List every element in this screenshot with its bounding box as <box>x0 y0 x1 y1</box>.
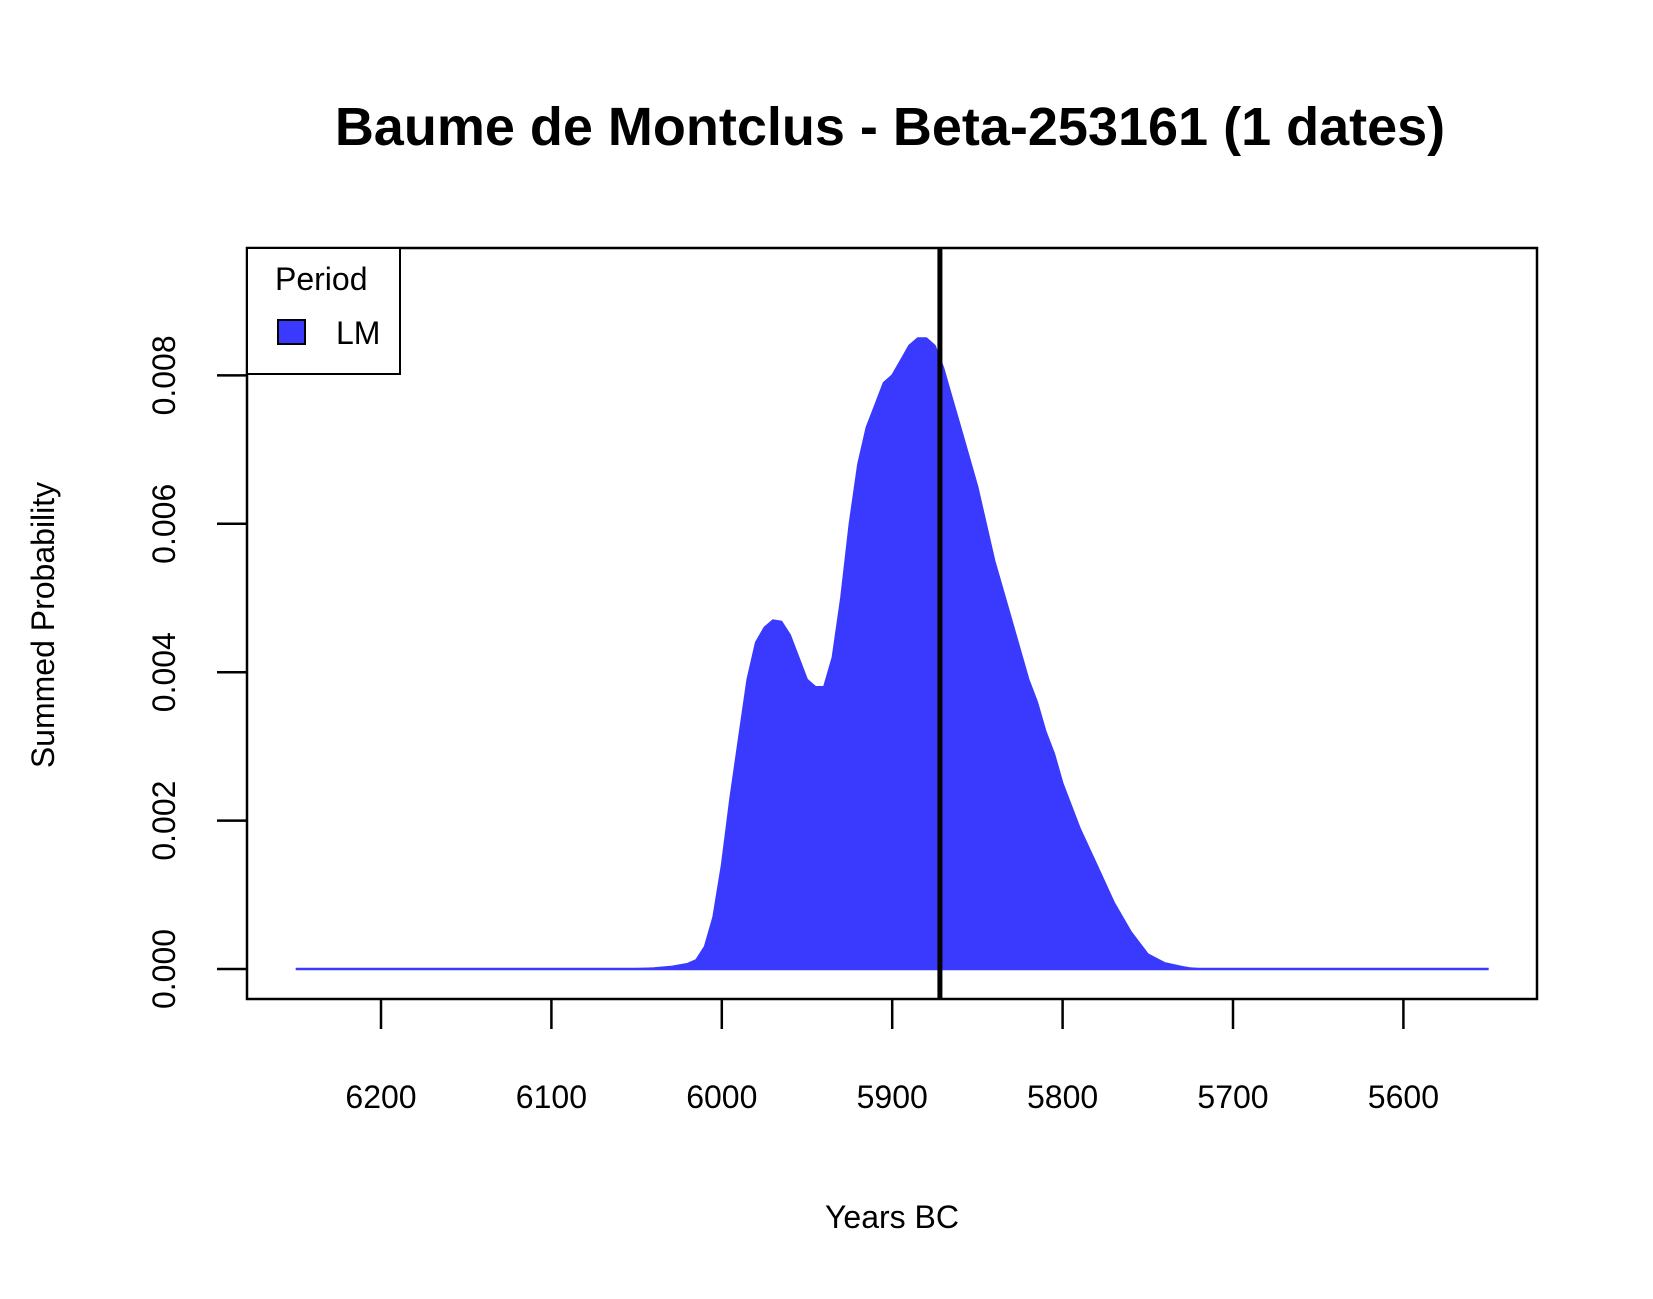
y-axis: 0.000 0.002 0.004 0.006 0.008 <box>146 335 247 1009</box>
y-tick-label: 0.008 <box>146 335 182 415</box>
density-area <box>295 337 1489 971</box>
x-tick-label: 5600 <box>1368 1079 1439 1115</box>
y-tick-label: 0.002 <box>146 781 182 861</box>
legend-title: Period <box>275 261 368 297</box>
x-tick-label: 6000 <box>686 1079 757 1115</box>
legend-swatch-lm <box>277 319 306 345</box>
x-axis: 6200 6100 6000 5900 5800 5700 5600 <box>345 999 1439 1115</box>
y-tick-label: 0.000 <box>146 929 182 1009</box>
x-tick-label: 5700 <box>1197 1079 1268 1115</box>
x-axis-label: Years BC <box>825 1199 959 1235</box>
legend-box <box>246 247 401 375</box>
y-tick-label: 0.006 <box>146 484 182 564</box>
y-axis-label: Summed Probability <box>25 482 61 768</box>
legend-label-lm: LM <box>336 315 380 351</box>
legend: Period LM <box>246 247 401 375</box>
chart-title: Baume de Montclus - Beta-253161 (1 dates… <box>335 97 1445 157</box>
density-area-lm <box>295 337 1489 970</box>
x-tick-label: 6100 <box>516 1079 587 1115</box>
x-tick-label: 5900 <box>857 1079 928 1115</box>
x-tick-label: 5800 <box>1027 1079 1098 1115</box>
x-tick-label: 6200 <box>345 1079 416 1115</box>
y-tick-label: 0.004 <box>146 632 182 712</box>
